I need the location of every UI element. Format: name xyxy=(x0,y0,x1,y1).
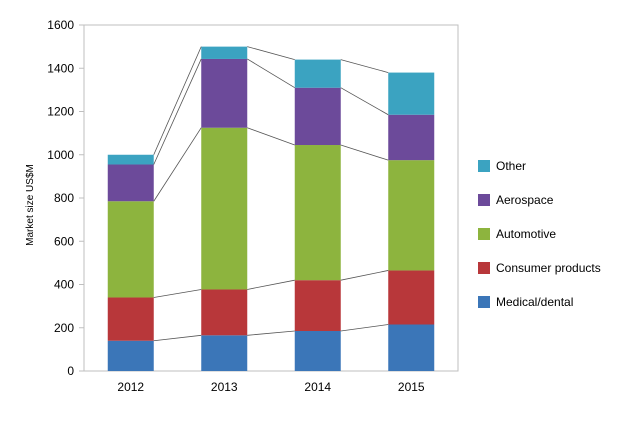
connector-line xyxy=(340,144,389,161)
y-tick-label: 200 xyxy=(54,321,74,335)
bar-segment xyxy=(294,330,341,371)
y-tick-label: 1200 xyxy=(47,105,74,119)
bar-segment xyxy=(107,340,154,371)
bar-segment xyxy=(388,324,435,371)
bar-segment xyxy=(294,87,341,146)
bar-segment xyxy=(201,335,248,371)
x-tick-label: 2015 xyxy=(398,380,425,394)
y-axis: 0 200 400 600 800 1000 1200 1400 1600 xyxy=(47,18,84,378)
bars-group xyxy=(107,46,435,371)
bar-segment xyxy=(107,154,154,165)
legend-swatch xyxy=(478,262,490,274)
legend-label: Aerospace xyxy=(496,193,554,207)
x-tick-label: 2014 xyxy=(304,380,331,394)
connector-line xyxy=(153,127,202,202)
connector-line xyxy=(153,46,202,155)
bar-segment xyxy=(294,280,341,331)
bar-segment xyxy=(201,46,248,59)
legend-swatch xyxy=(478,296,490,308)
bar-segment xyxy=(388,114,435,161)
legend-swatch xyxy=(478,160,490,172)
bar-segment xyxy=(107,201,154,298)
bar-segment xyxy=(388,160,435,271)
bar-segment xyxy=(294,59,341,88)
connector-line xyxy=(340,59,389,73)
connector-line xyxy=(247,58,295,89)
connector-line xyxy=(247,127,295,146)
connector-line xyxy=(247,330,295,336)
connector-line xyxy=(247,279,295,290)
legend-swatch xyxy=(478,194,490,206)
y-tick-label: 1600 xyxy=(47,18,74,32)
bar-segment xyxy=(201,58,248,128)
y-tick-label: 600 xyxy=(54,234,74,248)
connector-line xyxy=(340,87,389,116)
legend-label: Automotive xyxy=(496,227,556,241)
connector-line xyxy=(153,289,202,298)
x-axis: 2012 2013 2014 2015 xyxy=(117,380,425,394)
y-tick-label: 800 xyxy=(54,191,74,205)
y-tick-label: 1400 xyxy=(47,61,74,75)
x-tick-label: 2013 xyxy=(211,380,238,394)
bar-segment xyxy=(107,297,154,341)
y-tick-label: 0 xyxy=(67,364,74,378)
y-tick-label: 400 xyxy=(54,278,74,292)
legend-label: Consumer products xyxy=(496,261,601,275)
bar-segment xyxy=(294,145,341,281)
bar-segment xyxy=(388,270,435,325)
x-tick-label: 2012 xyxy=(117,380,144,394)
y-axis-label: Market size US$M xyxy=(25,164,36,246)
legend: Other Aerospace Automotive Consumer product… xyxy=(478,159,601,309)
bar-segment xyxy=(107,164,154,202)
legend-label: Other xyxy=(496,159,526,173)
y-tick-label: 1000 xyxy=(47,148,74,162)
connector-line xyxy=(153,58,202,165)
bar-segment xyxy=(388,72,435,115)
connector-line xyxy=(247,46,295,60)
legend-swatch xyxy=(478,228,490,240)
bar-segment xyxy=(201,127,248,290)
bar-segment xyxy=(201,289,248,336)
connector-lines-group xyxy=(153,46,389,342)
legend-label: Medical/dental xyxy=(496,295,573,309)
connector-line xyxy=(340,324,389,332)
connector-line xyxy=(153,334,202,342)
connector-line xyxy=(340,270,389,281)
